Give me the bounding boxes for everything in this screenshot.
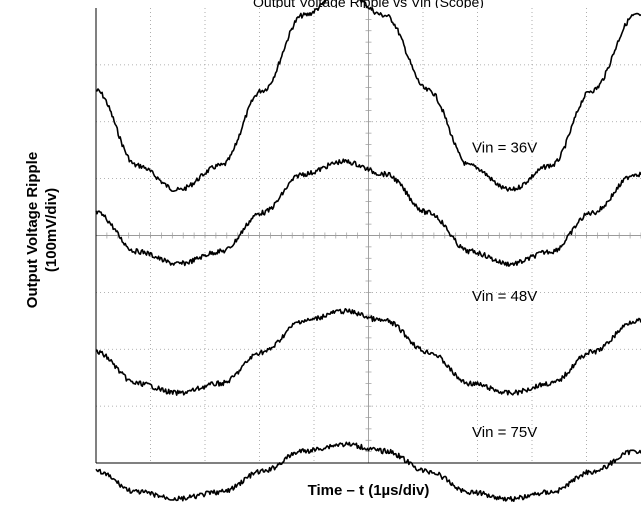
y-axis-label: Output Voltage Ripple (100mV/div) (4, 110, 80, 350)
series-label: Vin = 75V (472, 424, 537, 441)
chart-title: Output Voltage Ripple vs Vin (Scope) (253, 0, 484, 8)
x-axis-label: Time – t (1µs/div) (307, 482, 430, 499)
series-label: Vin = 48V (472, 288, 537, 305)
trace-line (95, 441, 641, 502)
y-axis-label-line1: Output Voltage Ripple (24, 151, 41, 309)
trace-line (95, 0, 641, 192)
y-axis-label-line2: (100mV/div) (43, 187, 60, 273)
trace-line (95, 158, 641, 267)
series-label: Vin = 36V (472, 140, 537, 157)
trace-line (95, 308, 641, 396)
